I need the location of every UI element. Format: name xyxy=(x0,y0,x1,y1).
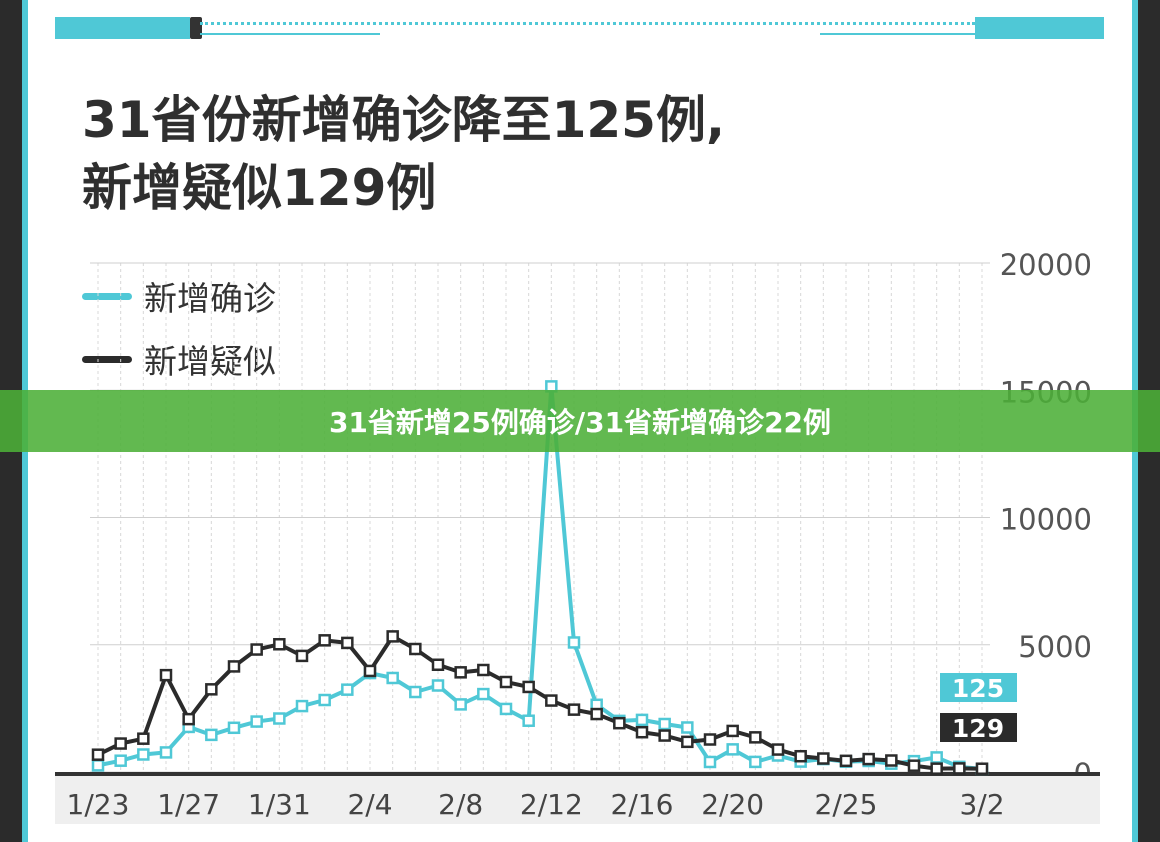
data-point-0 xyxy=(91,759,105,772)
data-point-1 xyxy=(137,732,150,745)
header-bar-dotted-line xyxy=(200,22,975,25)
data-point-0 xyxy=(703,755,717,769)
data-point-0 xyxy=(205,728,218,742)
data-point-1 xyxy=(794,749,807,763)
data-point-0 xyxy=(250,715,263,728)
data-point-1 xyxy=(839,754,853,768)
data-point-1 xyxy=(545,694,558,707)
data-point-1 xyxy=(250,643,263,656)
data-point-1 xyxy=(454,666,467,679)
x-tick-label: 1/23 xyxy=(67,788,130,821)
data-point-1 xyxy=(499,675,513,689)
end-label-suspected-box xyxy=(940,713,1017,742)
x-axis-band xyxy=(55,776,1100,824)
end-label-confirmed-box xyxy=(940,673,1017,702)
legend-swatch-suspected xyxy=(82,355,132,363)
header-bar-right xyxy=(975,17,1104,39)
data-point-1 xyxy=(681,735,694,749)
overlay-banner: 31省新增25例确诊/31省新增确诊22例 xyxy=(0,390,1160,452)
data-point-0 xyxy=(227,721,241,735)
y-tick-label: 5000 xyxy=(1018,630,1092,664)
data-point-1 xyxy=(635,725,649,739)
data-point-0 xyxy=(386,671,399,685)
end-label-suspected: 129 xyxy=(952,714,1004,743)
x-tick-label: 2/4 xyxy=(347,788,392,821)
data-point-1 xyxy=(477,663,490,677)
data-point-0 xyxy=(431,679,445,692)
data-point-1 xyxy=(431,658,445,672)
data-point-1 xyxy=(817,752,830,765)
data-point-1 xyxy=(159,668,173,682)
x-tick-label: 2/16 xyxy=(611,788,674,821)
data-point-0 xyxy=(635,713,649,727)
data-point-0 xyxy=(681,721,694,734)
data-point-1 xyxy=(590,707,603,721)
data-point-0 xyxy=(454,698,467,711)
data-point-0 xyxy=(273,712,286,725)
data-point-1 xyxy=(386,630,399,643)
data-point-0 xyxy=(341,683,354,696)
data-point-0 xyxy=(295,699,309,713)
data-point-1 xyxy=(953,762,966,775)
data-point-1 xyxy=(363,664,377,678)
data-point-1 xyxy=(885,754,898,767)
data-point-1 xyxy=(726,724,739,738)
data-point-1 xyxy=(975,762,989,775)
data-point-0 xyxy=(749,755,762,769)
data-point-0 xyxy=(499,702,513,716)
header-bar-line-right xyxy=(820,33,975,35)
data-point-1 xyxy=(341,636,354,650)
data-point-1 xyxy=(658,729,671,742)
data-point-1 xyxy=(749,731,762,744)
data-point-1 xyxy=(114,737,127,750)
banner-text: 31省新增25例确诊/31省新增确诊22例 xyxy=(328,406,832,439)
data-point-1 xyxy=(567,703,581,716)
legend-swatch-confirmed xyxy=(82,292,132,300)
x-tick-label: 2/20 xyxy=(701,788,764,821)
data-point-1 xyxy=(703,733,717,746)
x-tick-label: 1/27 xyxy=(157,788,220,821)
data-point-0 xyxy=(114,754,127,767)
x-tick-label: 3/2 xyxy=(959,788,1004,821)
data-point-1 xyxy=(613,716,626,730)
data-point-1 xyxy=(91,748,105,761)
data-point-0 xyxy=(409,685,422,699)
y-tick-label: 20000 xyxy=(1000,248,1092,282)
data-point-0 xyxy=(567,636,581,649)
end-label-confirmed: 125 xyxy=(952,674,1004,703)
chart-title: 31省份新增确诊降至125例, 新增疑似129例 xyxy=(82,91,725,217)
data-point-1 xyxy=(273,638,286,651)
data-point-1 xyxy=(930,762,943,775)
data-point-1 xyxy=(295,649,309,663)
data-point-0 xyxy=(726,743,739,756)
y-tick-label: 10000 xyxy=(1000,503,1092,537)
data-point-1 xyxy=(227,660,241,673)
x-tick-label: 2/8 xyxy=(438,788,483,821)
data-point-1 xyxy=(907,759,921,772)
data-point-1 xyxy=(771,743,785,756)
data-point-1 xyxy=(205,683,218,696)
x-tick-label: 2/25 xyxy=(815,788,878,821)
data-point-1 xyxy=(862,752,875,766)
data-point-0 xyxy=(658,717,671,731)
data-point-0 xyxy=(930,751,943,764)
x-tick-label: 2/12 xyxy=(520,788,583,821)
data-point-1 xyxy=(522,680,535,694)
header-bar-line-left xyxy=(200,33,380,35)
data-point-0 xyxy=(318,693,331,707)
data-point-0 xyxy=(159,746,173,759)
data-point-1 xyxy=(409,642,422,656)
header-bar-left xyxy=(55,17,190,39)
data-point-0 xyxy=(477,687,490,701)
data-point-0 xyxy=(522,714,535,727)
series-line-1 xyxy=(97,634,983,771)
data-point-1 xyxy=(318,634,331,647)
data-point-0 xyxy=(137,748,150,761)
data-point-1 xyxy=(182,712,195,726)
header-bar-marker xyxy=(190,17,202,39)
x-tick-label: 1/31 xyxy=(248,788,311,821)
